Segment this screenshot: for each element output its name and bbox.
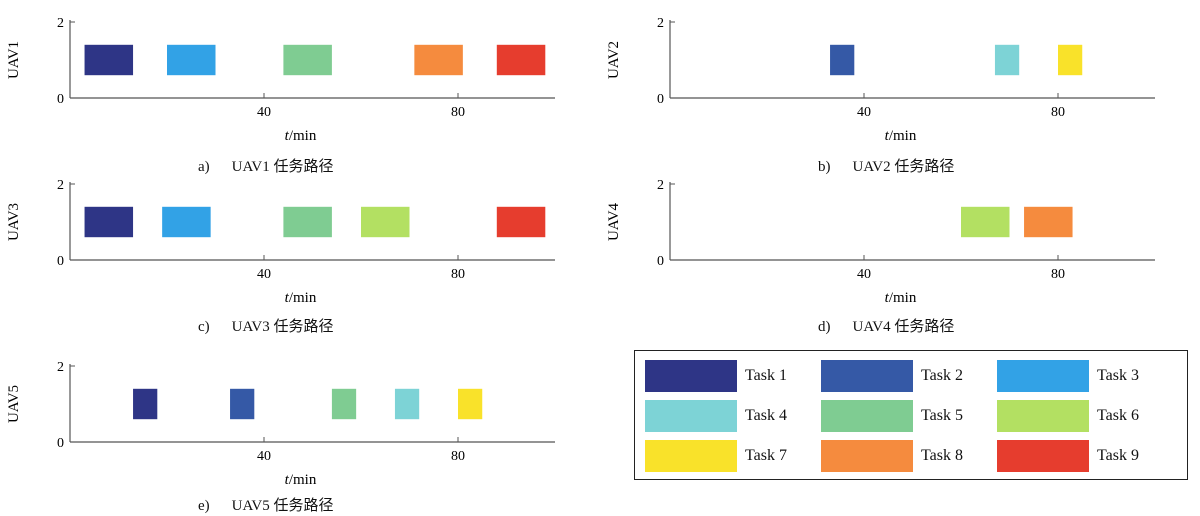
task-bar-8 [1024, 206, 1073, 238]
x-tick-label: 80 [451, 449, 465, 464]
y-tick-label: 2 [57, 360, 64, 375]
x-axis-label: t/min [285, 290, 317, 306]
x-axis-label: t/min [885, 290, 917, 306]
legend-label: Task 2 [921, 367, 963, 384]
x-tick-label: 40 [857, 267, 871, 282]
y-tick-label: 0 [57, 92, 64, 107]
task-bar-8 [414, 44, 463, 76]
legend-swatch [997, 440, 1089, 472]
legend-label: Task 3 [1097, 367, 1139, 384]
task-bar-4 [394, 388, 420, 420]
x-tick-label: 80 [451, 267, 465, 282]
chart-panel-uav3: 0 2 40 80 UAV3 t/min c) UAV3 任务路径 [0, 162, 600, 342]
caption-text: UAV4 任务路径 [852, 319, 955, 335]
panel-caption: b) UAV2 任务路径 [818, 155, 954, 176]
x-tick-label: 40 [257, 449, 271, 464]
caption-text: UAV2 任务路径 [852, 159, 955, 175]
y-tick-label: 2 [57, 178, 64, 193]
legend-swatch [997, 400, 1089, 432]
panel-caption: c) UAV3 任务路径 [198, 315, 333, 336]
task-bar-1 [84, 44, 134, 76]
x-axis-label: t/min [285, 128, 317, 144]
task-bar-3 [167, 44, 216, 76]
legend: Task 1 Task 2 Task 3 Task 4 Task 5 Task … [634, 350, 1188, 480]
x-tick-label: 80 [1051, 267, 1065, 282]
legend-label: Task 5 [921, 407, 963, 424]
legend-label: Task 1 [745, 367, 787, 384]
y-tick-label: 2 [57, 16, 64, 31]
y-axis-label: UAV2 [606, 41, 622, 79]
x-tick-label: 80 [1051, 105, 1065, 120]
caption-text: UAV3 任务路径 [231, 319, 334, 335]
task-bar-2 [830, 44, 855, 76]
chart-panel-uav5: 0 2 40 80 UAV5 t/min e) UAV5 任务路径 [0, 344, 600, 516]
caption-letter: e) [198, 498, 210, 514]
chart-uav1: 0 2 40 80 UAV1 t/min [6, 16, 555, 144]
x-tick-label: 40 [257, 105, 271, 120]
panel-caption: a) UAV1 任务路径 [198, 155, 333, 176]
caption-text: UAV5 任务路径 [231, 498, 334, 514]
x-axis-label: t/min [885, 128, 917, 144]
x-tick-label: 80 [451, 105, 465, 120]
task-bar-5 [331, 388, 357, 420]
task-bar-1 [84, 206, 134, 238]
legend-label: Task 9 [1097, 447, 1139, 464]
task-bar-4 [994, 44, 1020, 76]
y-tick-label: 0 [657, 92, 664, 107]
chart-uav5: 0 2 40 80 UAV5 t/min [6, 360, 555, 488]
legend-swatch [821, 440, 913, 472]
y-tick-label: 2 [657, 178, 664, 193]
task-bar-3 [162, 206, 211, 238]
y-tick-label: 0 [57, 436, 64, 451]
y-axis-label: UAV3 [6, 203, 22, 241]
y-tick-label: 0 [657, 254, 664, 269]
task-bar-7 [458, 388, 483, 420]
task-bar-6 [361, 206, 410, 238]
caption-letter: b) [818, 159, 831, 175]
chart-uav2: 0 2 40 80 UAV2 t/min [606, 16, 1155, 144]
chart-uav3: 0 2 40 80 UAV3 t/min [6, 178, 555, 306]
task-bar-9 [496, 44, 546, 76]
task-bar-6 [961, 206, 1010, 238]
legend-swatch [821, 360, 913, 392]
panel-caption: e) UAV5 任务路径 [198, 494, 333, 515]
legend-swatch [645, 400, 737, 432]
legend-swatch [997, 360, 1089, 392]
chart-panel-uav4: 0 2 40 80 UAV4 t/min d) UAV4 任务路径 [600, 162, 1200, 342]
chart-panel-uav1: 0 2 40 80 UAV1 t/min a) UAV1 任务路径 [0, 0, 600, 180]
caption-letter: d) [818, 319, 831, 335]
caption-text: UAV1 任务路径 [231, 159, 334, 175]
task-bar-5 [283, 44, 332, 76]
x-tick-label: 40 [257, 267, 271, 282]
chart-uav4: 0 2 40 80 UAV4 t/min [606, 178, 1155, 306]
y-axis-label: UAV4 [606, 202, 622, 241]
x-axis-label: t/min [285, 472, 317, 488]
task-bar-2 [230, 388, 255, 420]
legend-label: Task 8 [921, 447, 963, 464]
task-bar-5 [283, 206, 332, 238]
y-axis-label: UAV5 [6, 385, 22, 423]
legend-label: Task 6 [1097, 407, 1139, 424]
legend-swatch [821, 400, 913, 432]
task-bar-7 [1058, 44, 1083, 76]
panel-caption: d) UAV4 任务路径 [818, 315, 954, 336]
task-bar-9 [496, 206, 546, 238]
y-tick-label: 2 [657, 16, 664, 31]
chart-panel-uav2: 0 2 40 80 UAV2 t/min b) UAV2 任务路径 [600, 0, 1200, 180]
y-axis-label: UAV1 [6, 41, 22, 79]
task-bar-1 [133, 388, 158, 420]
legend-label: Task 4 [745, 407, 787, 424]
caption-letter: c) [198, 319, 210, 335]
y-tick-label: 0 [57, 254, 64, 269]
x-tick-label: 40 [857, 105, 871, 120]
legend-swatch [645, 360, 737, 392]
legend-label: Task 7 [745, 447, 787, 464]
caption-letter: a) [198, 159, 210, 175]
legend-swatch [645, 440, 737, 472]
